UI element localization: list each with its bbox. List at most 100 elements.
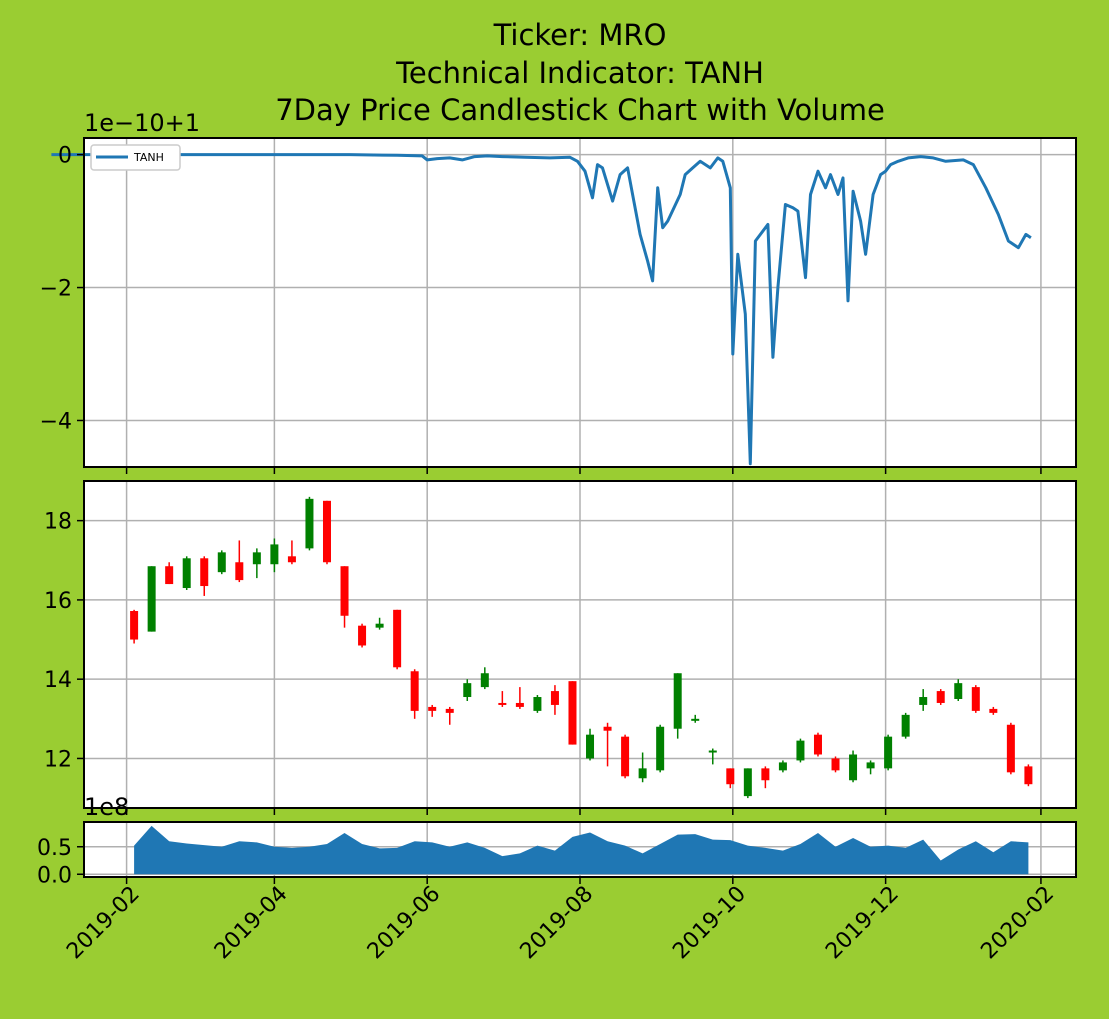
price-x-tick-marks [125, 808, 1042, 815]
candle [322, 500, 331, 565]
candle-body [147, 566, 156, 632]
candle-body [287, 556, 296, 563]
volume-offset-label: 1e8 [84, 793, 129, 821]
candle [428, 704, 437, 717]
candle-body [726, 768, 735, 785]
candle-body [708, 750, 717, 753]
candle-body [586, 734, 595, 759]
candle [813, 732, 822, 757]
candle-body [375, 623, 384, 628]
indicator-x-tick-marks [125, 467, 1042, 474]
candle-body [691, 718, 700, 721]
legend: TANH [90, 144, 181, 171]
candle-body [322, 500, 331, 563]
title-line-2: Technical Indicator: TANH [395, 56, 764, 90]
candle [147, 566, 156, 632]
vol-y-tick-label: 0.5 [37, 836, 72, 861]
indicator-panel: 0 −2 −4 1e−10+1 TANH [40, 109, 1077, 474]
candlesticks [130, 496, 1033, 799]
candle-body [989, 708, 998, 713]
candle [445, 706, 454, 725]
candle [708, 748, 717, 765]
price-y-axis: 12 14 16 18 [44, 510, 84, 772]
candle [550, 685, 559, 715]
candle [884, 734, 893, 771]
candle [252, 548, 261, 579]
candle [568, 681, 577, 745]
candle [866, 760, 875, 775]
candle-body [480, 673, 489, 688]
candle [480, 667, 489, 690]
candle-body [778, 762, 787, 771]
candle [375, 617, 384, 630]
candle-body [533, 697, 542, 711]
candle-body [498, 702, 507, 705]
candle [410, 669, 419, 719]
candle-body [813, 734, 822, 755]
candle [673, 673, 682, 739]
candle-body [182, 558, 191, 589]
candle [919, 689, 928, 711]
ind-y-tick-label: −2 [40, 277, 72, 302]
candle-body [796, 740, 805, 761]
candle [130, 609, 139, 644]
candle-body [463, 683, 472, 698]
candle-body [831, 758, 840, 771]
title-line-1: Ticker: MRO [493, 18, 667, 52]
candle-body [1006, 724, 1015, 773]
candle-body [515, 702, 524, 707]
candle-body [849, 754, 858, 781]
price-y-tick-label: 12 [44, 747, 72, 772]
candle-body [901, 714, 910, 737]
candle-body [761, 768, 770, 781]
candle [235, 540, 244, 583]
candle [989, 706, 998, 715]
candle [1024, 764, 1033, 787]
candle [358, 623, 367, 648]
candle [165, 562, 174, 585]
candle-body [270, 544, 279, 565]
legend-box [90, 144, 181, 171]
candle [936, 689, 945, 705]
candle-body [621, 736, 630, 777]
price-grid [84, 481, 1076, 808]
candle-body [673, 673, 682, 729]
candle-body [866, 762, 875, 769]
candle [761, 766, 770, 789]
price-panel: 12 14 16 18 [44, 480, 1077, 815]
candle-body [656, 726, 665, 771]
volume-area [134, 825, 1029, 875]
candle [743, 768, 752, 799]
candle [849, 750, 858, 783]
candle-body [638, 768, 647, 779]
price-y-tick-label: 16 [44, 589, 72, 614]
candle [515, 687, 524, 709]
candle-body [305, 498, 314, 549]
candle [796, 738, 805, 763]
candle [638, 752, 647, 783]
legend-tanh-label: TANH [133, 151, 164, 164]
candle [393, 609, 402, 670]
volume-y-axis: 0.00.5 [37, 836, 84, 888]
indicator-offset-label: 1e−10+1 [84, 109, 200, 137]
candle-body [568, 681, 577, 745]
candle [1006, 722, 1015, 775]
candle-body [971, 687, 980, 711]
candle [954, 679, 963, 701]
candle-body [445, 708, 454, 713]
candle-body [130, 611, 139, 640]
candle-body [340, 566, 349, 616]
price-y-tick-label: 18 [44, 510, 72, 535]
candle [586, 728, 595, 761]
candle [831, 756, 840, 773]
tanh-line [51, 153, 1032, 466]
candle [778, 760, 787, 773]
candle-body [410, 671, 419, 711]
candle-body [217, 552, 226, 573]
candle [603, 722, 612, 767]
candle [691, 714, 700, 723]
ind-y-tick-label: −4 [40, 409, 72, 434]
candle [217, 550, 226, 575]
candle-body [603, 726, 612, 731]
